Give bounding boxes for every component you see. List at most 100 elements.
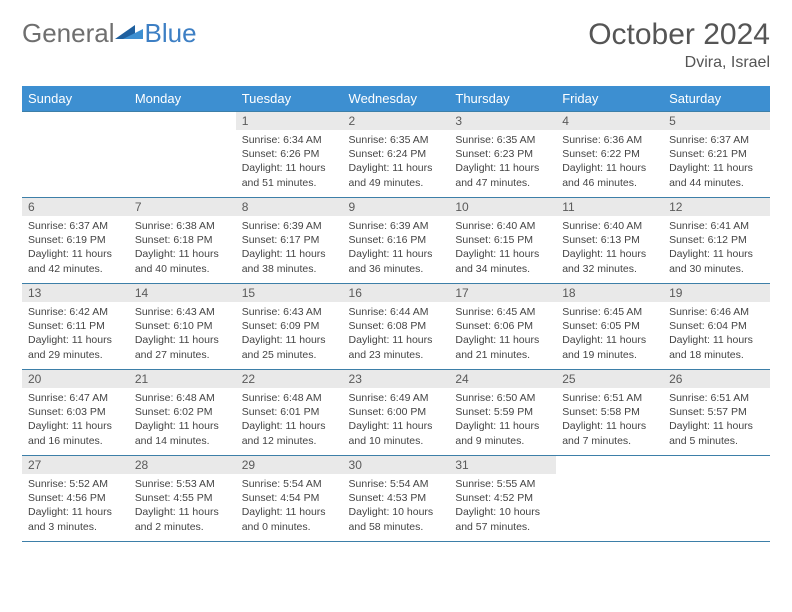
day-data: Sunrise: 6:43 AMSunset: 6:10 PMDaylight:… [129,302,236,368]
calendar-table: SundayMondayTuesdayWednesdayThursdayFrid… [22,86,770,542]
title-block: October 2024 Dvira, Israel [588,18,770,72]
calendar-cell: 27Sunrise: 5:52 AMSunset: 4:56 PMDayligh… [22,456,129,542]
sunset-line: Sunset: 6:19 PM [28,233,123,247]
sunset-line: Sunset: 5:58 PM [562,405,657,419]
day-number: 7 [129,198,236,216]
sunset-line: Sunset: 6:18 PM [135,233,230,247]
day-number: 18 [556,284,663,302]
sunset-line: Sunset: 6:08 PM [349,319,444,333]
day-data: Sunrise: 6:43 AMSunset: 6:09 PMDaylight:… [236,302,343,368]
day-data: Sunrise: 5:54 AMSunset: 4:54 PMDaylight:… [236,474,343,540]
day-number: 5 [663,112,770,130]
sunrise-line: Sunrise: 6:36 AM [562,133,657,147]
daylight-line: Daylight: 10 hours and 57 minutes. [455,505,550,533]
daylight-line: Daylight: 11 hours and 14 minutes. [135,419,230,447]
day-number: 13 [22,284,129,302]
sunrise-line: Sunrise: 6:48 AM [242,391,337,405]
sunrise-line: Sunrise: 5:55 AM [455,477,550,491]
calendar-cell: 31Sunrise: 5:55 AMSunset: 4:52 PMDayligh… [449,456,556,542]
calendar-cell: 13Sunrise: 6:42 AMSunset: 6:11 PMDayligh… [22,284,129,370]
sunrise-line: Sunrise: 5:54 AM [242,477,337,491]
sunrise-line: Sunrise: 6:40 AM [562,219,657,233]
sunset-line: Sunset: 6:26 PM [242,147,337,161]
day-data: Sunrise: 6:45 AMSunset: 6:06 PMDaylight:… [449,302,556,368]
sunset-line: Sunset: 6:00 PM [349,405,444,419]
calendar-cell: 12Sunrise: 6:41 AMSunset: 6:12 PMDayligh… [663,198,770,284]
calendar-cell: 20Sunrise: 6:47 AMSunset: 6:03 PMDayligh… [22,370,129,456]
day-data: Sunrise: 6:51 AMSunset: 5:57 PMDaylight:… [663,388,770,454]
sunset-line: Sunset: 6:21 PM [669,147,764,161]
sunrise-line: Sunrise: 5:53 AM [135,477,230,491]
day-data: Sunrise: 5:54 AMSunset: 4:53 PMDaylight:… [343,474,450,540]
calendar-cell: 7Sunrise: 6:38 AMSunset: 6:18 PMDaylight… [129,198,236,284]
day-number: 20 [22,370,129,388]
daylight-line: Daylight: 11 hours and 0 minutes. [242,505,337,533]
daylight-line: Daylight: 11 hours and 34 minutes. [455,247,550,275]
sunrise-line: Sunrise: 5:54 AM [349,477,444,491]
daylight-line: Daylight: 11 hours and 27 minutes. [135,333,230,361]
calendar-week-row: 20Sunrise: 6:47 AMSunset: 6:03 PMDayligh… [22,370,770,456]
sunset-line: Sunset: 6:01 PM [242,405,337,419]
daylight-line: Daylight: 11 hours and 44 minutes. [669,161,764,189]
day-number: 11 [556,198,663,216]
sunrise-line: Sunrise: 6:35 AM [455,133,550,147]
sunset-line: Sunset: 4:56 PM [28,491,123,505]
day-number: 29 [236,456,343,474]
sunrise-line: Sunrise: 6:37 AM [28,219,123,233]
daylight-line: Daylight: 11 hours and 10 minutes. [349,419,444,447]
location-label: Dvira, Israel [588,54,770,72]
day-number: 24 [449,370,556,388]
daylight-line: Daylight: 11 hours and 9 minutes. [455,419,550,447]
sunrise-line: Sunrise: 6:35 AM [349,133,444,147]
daylight-line: Daylight: 11 hours and 38 minutes. [242,247,337,275]
daylight-line: Daylight: 11 hours and 16 minutes. [28,419,123,447]
day-number: 14 [129,284,236,302]
header: General Blue October 2024 Dvira, Israel [22,18,770,72]
calendar-cell: 18Sunrise: 6:45 AMSunset: 6:05 PMDayligh… [556,284,663,370]
daylight-line: Daylight: 11 hours and 40 minutes. [135,247,230,275]
day-number: 31 [449,456,556,474]
day-number: 30 [343,456,450,474]
calendar-cell: 14Sunrise: 6:43 AMSunset: 6:10 PMDayligh… [129,284,236,370]
day-data: Sunrise: 6:41 AMSunset: 6:12 PMDaylight:… [663,216,770,282]
sunrise-line: Sunrise: 6:43 AM [242,305,337,319]
calendar-cell: 25Sunrise: 6:51 AMSunset: 5:58 PMDayligh… [556,370,663,456]
sunset-line: Sunset: 4:55 PM [135,491,230,505]
sunset-line: Sunset: 6:17 PM [242,233,337,247]
dayname-header: Saturday [663,86,770,112]
day-number: 1 [236,112,343,130]
daylight-line: Daylight: 11 hours and 5 minutes. [669,419,764,447]
calendar-cell: 17Sunrise: 6:45 AMSunset: 6:06 PMDayligh… [449,284,556,370]
day-data: Sunrise: 5:52 AMSunset: 4:56 PMDaylight:… [22,474,129,540]
daylight-line: Daylight: 11 hours and 32 minutes. [562,247,657,275]
day-data: Sunrise: 6:50 AMSunset: 5:59 PMDaylight:… [449,388,556,454]
daylight-line: Daylight: 11 hours and 19 minutes. [562,333,657,361]
sunset-line: Sunset: 4:53 PM [349,491,444,505]
calendar-cell: 11Sunrise: 6:40 AMSunset: 6:13 PMDayligh… [556,198,663,284]
day-data: Sunrise: 6:38 AMSunset: 6:18 PMDaylight:… [129,216,236,282]
daylight-line: Daylight: 11 hours and 36 minutes. [349,247,444,275]
day-data: Sunrise: 6:44 AMSunset: 6:08 PMDaylight:… [343,302,450,368]
sunrise-line: Sunrise: 6:39 AM [242,219,337,233]
sunrise-line: Sunrise: 5:52 AM [28,477,123,491]
calendar-cell: 16Sunrise: 6:44 AMSunset: 6:08 PMDayligh… [343,284,450,370]
calendar-cell: 5Sunrise: 6:37 AMSunset: 6:21 PMDaylight… [663,112,770,198]
calendar-cell: 8Sunrise: 6:39 AMSunset: 6:17 PMDaylight… [236,198,343,284]
brand-logo: General Blue [22,18,197,49]
brand-mark-icon [115,21,143,41]
daylight-line: Daylight: 11 hours and 25 minutes. [242,333,337,361]
day-number: 28 [129,456,236,474]
day-number: 16 [343,284,450,302]
calendar-cell: 3Sunrise: 6:35 AMSunset: 6:23 PMDaylight… [449,112,556,198]
sunrise-line: Sunrise: 6:51 AM [669,391,764,405]
daylight-line: Daylight: 11 hours and 49 minutes. [349,161,444,189]
month-title: October 2024 [588,18,770,52]
day-data: Sunrise: 6:46 AMSunset: 6:04 PMDaylight:… [663,302,770,368]
daylight-line: Daylight: 11 hours and 51 minutes. [242,161,337,189]
sunset-line: Sunset: 4:54 PM [242,491,337,505]
sunrise-line: Sunrise: 6:45 AM [562,305,657,319]
day-number: 25 [556,370,663,388]
daylight-line: Daylight: 10 hours and 58 minutes. [349,505,444,533]
day-data: Sunrise: 6:35 AMSunset: 6:23 PMDaylight:… [449,130,556,196]
day-number: 12 [663,198,770,216]
